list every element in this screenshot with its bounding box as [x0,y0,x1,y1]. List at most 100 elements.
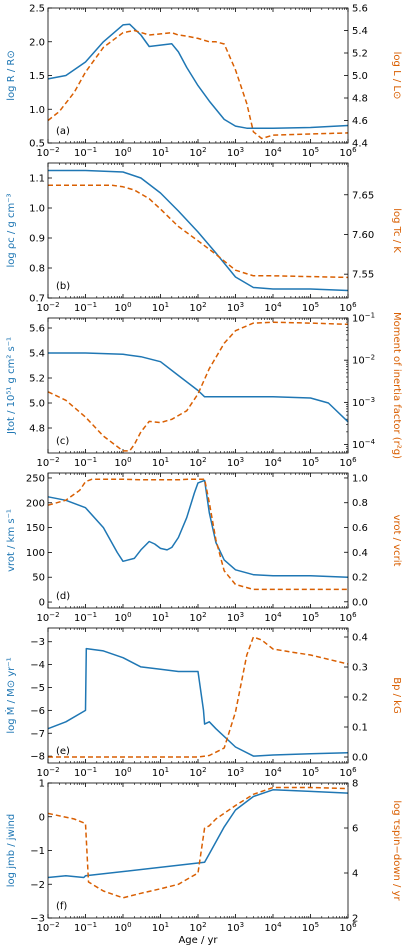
x-tick-label-base: 10 [189,768,202,779]
y-left-tick-label: 0 [39,598,45,609]
x-tick-label-base: 10 [114,303,127,314]
y-left-axis-label: Jtot / 10⁵¹ g cm² s⁻¹ [6,337,17,435]
y-left-tick-label: −7 [30,729,45,740]
x-tick-label-exp: 3 [240,611,244,619]
x-tick-label-base: 10 [339,923,352,934]
y-right-tick-label-exp: −4 [365,438,376,446]
x-tick-label: 106 [339,301,357,314]
series-line-left [48,352,349,423]
y-right-tick-label: 1.0 [352,473,368,484]
x-tick-label-exp: 0 [127,921,131,929]
y-right-axis-label: log τspin−down / yr [391,800,402,901]
x-tick-label: 10−2 [36,611,59,624]
y-right-tick-label: 10−4 [352,438,376,451]
x-tick-label: 106 [339,766,357,779]
x-tick-label-base: 10 [189,303,202,314]
plot-frame [47,472,349,609]
x-tick-label-exp: 1 [165,146,169,154]
x-tick-label: 104 [264,766,282,779]
y-right-tick-label: 6 [352,824,358,835]
y-right-tick-label: 10−2 [352,354,375,367]
plot-frame [47,162,349,299]
x-tick-label-exp: 6 [352,921,357,929]
y-left-tick-label: 0.5 [29,139,45,150]
y-right-tick-label: 8 [352,779,358,790]
x-tick-label: 102 [189,921,206,934]
x-tick-label-base: 10 [227,303,240,314]
y-left-tick-label: −3 [30,914,45,925]
y-right-tick-label: 4.6 [352,116,368,127]
x-tick-label: 105 [302,611,319,624]
series-line-left [47,647,349,757]
x-tick-label-base: 10 [114,768,127,779]
panel-a: 10−2 10−1 100 101 102 103 104 105 1060.51.01.52.… [6,4,402,160]
series-line-left [47,789,349,879]
x-tick-label-base: 10 [189,613,202,624]
y-right-tick-label: 0.6 [352,523,368,534]
x-tick-label-base: 10 [302,923,315,934]
x-tick-label-base: 10 [114,458,127,469]
x-tick-label-exp: −2 [49,766,59,774]
x-tick-label-exp: 3 [240,456,244,464]
x-tick-label-exp: 6 [352,146,357,154]
x-tick-label-base: 10 [339,148,352,159]
x-tick-label-exp: 4 [277,301,282,309]
x-tick-label-base: 10 [264,768,277,779]
x-tick-label-base: 10 [302,613,315,624]
x-tick-label-base: 10 [264,458,277,469]
x-tick-label-base: 10 [74,768,87,779]
x-tick-label: 101 [152,766,169,779]
y-right-tick-label: 0.1 [352,723,368,734]
y-right-tick-label: 5.0 [352,71,368,82]
x-tick-label: 101 [152,301,169,314]
x-tick-label-exp: 6 [352,301,357,309]
y-right-tick-label: 0.3 [352,663,368,674]
panel-label: (a) [56,126,70,137]
y-right-tick-label: 0.0 [352,597,368,608]
plot-frame [47,627,349,764]
x-tick-label: 10−2 [36,301,59,314]
y-left-tick-label: 5.2 [29,374,45,385]
x-tick-label-base: 10 [264,923,277,934]
series-line-right [48,636,349,758]
x-tick-label: 102 [189,611,206,624]
y-right-tick-label-base: 10 [352,314,365,325]
x-tick-label-exp: 2 [202,611,206,619]
y-right-axis-label: Bp / kG [391,677,402,713]
x-tick-label-exp: −1 [87,146,97,154]
y-left-axis-label: vrot / km s⁻¹ [6,509,17,572]
plot-frame [47,7,349,144]
series-line-right [48,184,349,279]
x-tick-label-base: 10 [302,768,315,779]
x-tick-label-exp: 6 [352,766,357,774]
x-tick-label: 104 [264,146,282,159]
x-tick-label-exp: 5 [315,456,319,464]
x-tick-label-base: 10 [36,458,49,469]
y-right-tick-label: 0.8 [352,498,368,509]
x-tick-label-base: 10 [152,768,165,779]
y-right-tick-label: 0.2 [352,573,368,584]
y-right-tick-label-base: 10 [352,398,365,409]
y-left-axis-label: log jmb / jwind [6,814,17,887]
y-left-tick-label: 1.1 [29,174,45,185]
x-tick-label: 102 [189,146,206,159]
x-tick-label-exp: 2 [202,456,206,464]
x-tick-label: 103 [227,921,244,934]
y-left-tick-label: 1.0 [29,204,45,215]
x-tick-label: 103 [227,611,244,624]
x-tick-label-base: 10 [74,148,87,159]
x-tick-label-base: 10 [189,458,202,469]
y-left-tick-label: 1 [39,779,45,790]
y-left-tick-label: 2.5 [29,4,45,15]
x-tick-label-base: 10 [189,148,202,159]
series-line-right [47,29,349,140]
y-right-tick-label-exp: −1 [365,312,375,320]
x-tick-label-base: 10 [74,923,87,934]
y-right-axis-label: log Tc / K [391,208,402,253]
x-tick-label-base: 10 [36,923,49,934]
x-tick-label-base: 10 [152,923,165,934]
y-right-axis-label: log L / L⊙ [391,52,402,100]
x-tick-label-base: 10 [339,768,352,779]
x-tick-label: 10−1 [74,301,97,314]
panel-f: 10−2 10−1 100 101 102 103 104 105 106−3−2−101246… [6,779,402,935]
